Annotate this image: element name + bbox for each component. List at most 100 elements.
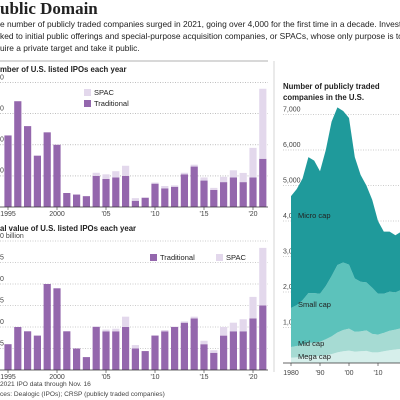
y-tick-label: 0 xyxy=(0,319,4,326)
bar xyxy=(131,198,139,201)
x-tick-label: 1995 xyxy=(0,374,16,381)
y-tick-label: 0 xyxy=(0,106,4,113)
bar xyxy=(210,350,218,353)
area xyxy=(291,107,400,308)
x-tick-label: '05 xyxy=(101,374,110,381)
bar xyxy=(200,340,208,345)
legend-label: Traditional xyxy=(94,99,129,108)
legend-label: Traditional xyxy=(160,253,195,262)
bar xyxy=(102,179,110,207)
bar xyxy=(14,101,22,207)
x-tick-label: 1980 xyxy=(283,370,299,377)
bar xyxy=(102,329,110,332)
y-tick-label: 5 xyxy=(0,254,4,261)
bar xyxy=(180,172,188,175)
y-tick-label: 5,000 xyxy=(283,177,301,184)
bar xyxy=(53,144,61,207)
bar xyxy=(122,327,130,370)
x-tick-label: '05 xyxy=(101,211,110,218)
bar xyxy=(190,318,198,370)
bar xyxy=(210,187,218,190)
bar xyxy=(249,177,257,207)
bar xyxy=(229,170,237,178)
x-tick-label: 1995 xyxy=(0,211,16,218)
bar xyxy=(4,135,12,207)
bar xyxy=(112,331,120,370)
headline: ublic Domain xyxy=(0,0,98,18)
y-tick-label: 0 xyxy=(0,276,4,283)
y-tick-label: 7,000 xyxy=(283,106,301,113)
bar xyxy=(229,322,237,332)
bar xyxy=(220,182,228,207)
bar xyxy=(259,158,267,207)
bar xyxy=(200,344,208,370)
bar xyxy=(53,288,61,370)
bar xyxy=(180,321,188,323)
bar xyxy=(239,331,247,370)
legend-swatch xyxy=(150,254,157,261)
bar xyxy=(190,316,198,319)
bar xyxy=(43,132,51,207)
bar xyxy=(249,147,257,178)
bar xyxy=(102,174,110,179)
area xyxy=(291,348,400,363)
x-tick-label: '00 xyxy=(344,370,353,377)
bar xyxy=(239,182,247,207)
bar xyxy=(112,171,120,178)
legend-swatch xyxy=(216,254,223,261)
bar xyxy=(43,284,51,370)
bar xyxy=(210,189,218,207)
x-tick-label: '90 xyxy=(315,370,324,377)
bar xyxy=(112,177,120,207)
bar xyxy=(131,348,139,370)
bar xyxy=(161,330,169,332)
y-tick-label: 5 xyxy=(0,340,4,347)
bar xyxy=(249,296,257,319)
area-label: Small cap xyxy=(298,300,331,309)
bar xyxy=(259,305,267,370)
bar xyxy=(249,318,257,370)
bar xyxy=(239,172,247,183)
y-tick-label: 5 xyxy=(0,297,4,304)
bar xyxy=(239,319,247,332)
bar xyxy=(73,348,81,370)
x-tick-label: 2000 xyxy=(49,374,65,381)
bar xyxy=(4,344,12,370)
subtitle: ked to initial public offerings and spec… xyxy=(0,31,400,41)
bar xyxy=(161,331,169,370)
area xyxy=(291,262,400,348)
legend-label: SPAC xyxy=(94,88,114,97)
bar xyxy=(151,183,159,207)
bar xyxy=(73,194,81,207)
bar xyxy=(122,316,130,327)
y-tick-label: 0 xyxy=(0,137,4,144)
bar xyxy=(14,327,22,370)
bar xyxy=(33,155,41,207)
bar xyxy=(92,326,100,327)
x-tick-label: '15 xyxy=(199,374,208,381)
bar xyxy=(180,174,188,207)
bar xyxy=(131,345,139,349)
x-tick-label: '20 xyxy=(248,211,257,218)
x-tick-label: '20 xyxy=(248,374,257,381)
bar xyxy=(210,352,218,370)
chart-title: al value of U.S. listed IPOs each year xyxy=(0,224,136,233)
bar xyxy=(63,193,71,207)
y-tick-label: 6,000 xyxy=(283,142,301,149)
bar xyxy=(229,331,237,370)
bar xyxy=(33,335,41,370)
chart-title: mber of U.S. listed IPOs each year xyxy=(0,65,127,74)
area-label: Mega cap xyxy=(298,352,331,361)
x-tick-label: 2000 xyxy=(49,211,65,218)
bar xyxy=(141,351,149,370)
bar xyxy=(141,197,149,207)
bar xyxy=(122,165,130,176)
bar xyxy=(190,164,198,167)
legend-swatch xyxy=(84,89,91,96)
legend-label: SPAC xyxy=(226,253,246,262)
bar xyxy=(161,186,169,189)
chart-title: Number of publicly traded companies in th… xyxy=(283,82,380,102)
bar xyxy=(171,186,179,207)
bar xyxy=(151,335,159,370)
